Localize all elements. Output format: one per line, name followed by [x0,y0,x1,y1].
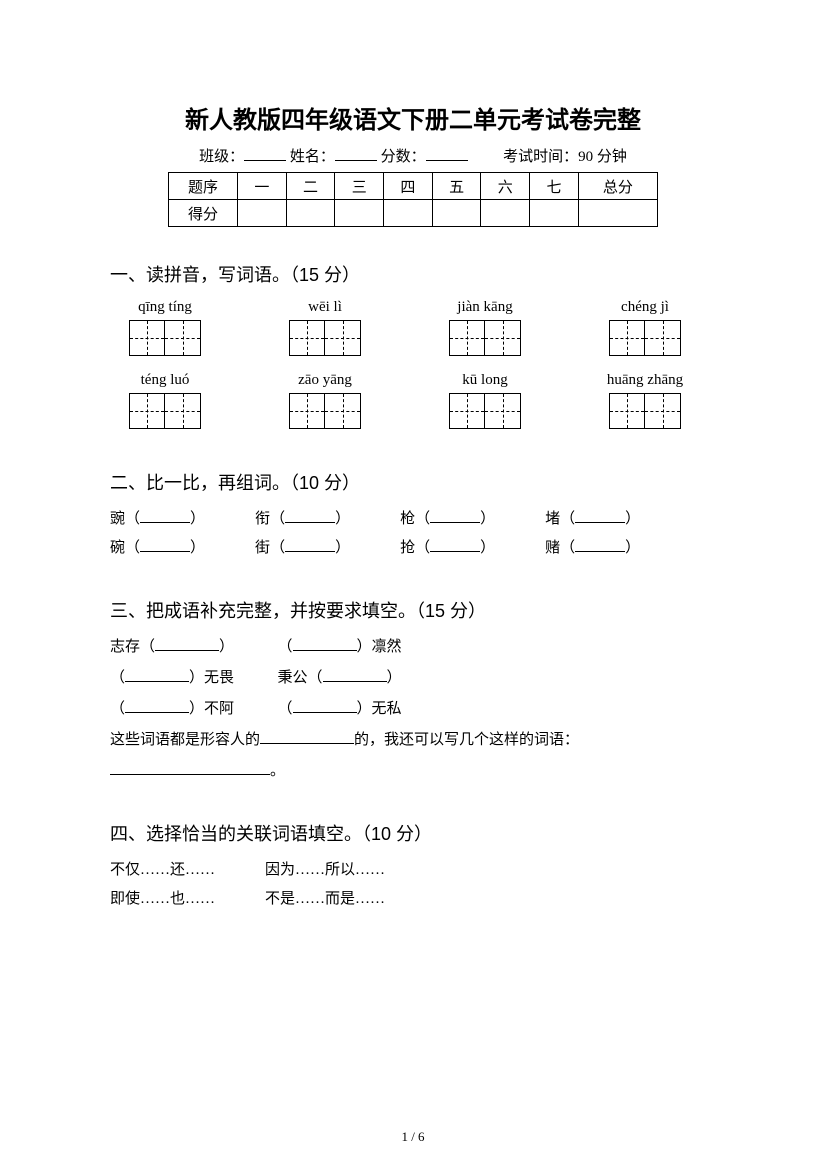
pinyin-item: zāo yāng [280,372,370,429]
page: 新人教版四年级语文下册二单元考试卷完整 班级： 姓名： 分数： 考试时间：90 … [0,0,826,1169]
score-col: 总分 [578,173,657,200]
compare-item: 碗（） [110,536,205,557]
pinyin-item: téng luó [120,372,210,429]
idiom-line: （）无畏 秉公（） [110,666,716,687]
score-col: 四 [384,173,433,200]
compare-item: 堵（） [545,507,640,528]
doc-title: 新人教版四年级语文下册二单元考试卷完整 [110,100,716,135]
score-col: 二 [286,173,335,200]
conj-item: 不是……而是…… [265,887,385,908]
pinyin-label: qīng tíng [138,299,192,316]
section4-heading: 四、选择恰当的关联词语填空。（10 分） [110,820,716,846]
conj-item: 不仅……还…… [110,858,215,879]
score-cell [238,200,287,227]
idiom-line: 这些词语都是形容人的的，我还可以写几个这样的词语： [110,728,716,749]
class-blank [244,146,286,161]
section1-heading: 一、读拼音，写词语。（15 分） [110,261,716,287]
score-cell [578,200,657,227]
compare-row: 碗（） 街（） 抢（） 赌（） [110,536,716,557]
pinyin-label: zāo yāng [298,372,352,389]
score-cell [335,200,384,227]
compare-item: 街（） [255,536,350,557]
section2-heading: 二、比一比，再组词。（10 分） [110,469,716,495]
score-col: 三 [335,173,384,200]
pinyin-label: chéng jì [621,299,669,316]
page-footer: 1 / 6 [0,1129,826,1145]
exam-time-label: 考试时间：90 分钟 [503,149,627,165]
score-col: 五 [432,173,481,200]
pinyin-block-2: téng luó zāo yāng kū long huāng zhāng [110,372,716,429]
score-cell [481,200,530,227]
pinyin-item: jiàn kāng [440,299,530,356]
pinyin-item: qīng tíng [120,299,210,356]
score-cell [384,200,433,227]
class-label: 班级： [199,149,244,165]
pinyin-item: wēi lì [280,299,370,356]
score-cell [286,200,335,227]
conj-row: 不仅……还…… 因为……所以…… [110,858,716,879]
score-col: 六 [481,173,530,200]
score-label: 分数： [381,149,426,165]
score-cell [530,200,579,227]
meta-row: 班级： 姓名： 分数： 考试时间：90 分钟 [110,145,716,166]
score-row1-label: 题序 [169,173,238,200]
pinyin-item: chéng jì [600,299,690,356]
score-blank [426,146,468,161]
name-label: 姓名： [290,149,335,165]
idiom-line: 。 [110,759,716,780]
compare-item: 赌（） [545,536,640,557]
pinyin-label: jiàn kāng [457,299,512,316]
score-cell [432,200,481,227]
compare-row: 豌（） 衔（） 枪（） 堵（） [110,507,716,528]
conj-item: 即使……也…… [110,887,215,908]
compare-item: 豌（） [110,507,205,528]
idiom-line: （）不阿 （）无私 [110,697,716,718]
conj-item: 因为……所以…… [265,858,385,879]
pinyin-block-1: qīng tíng wēi lì jiàn kāng chéng jì [110,299,716,356]
pinyin-label: téng luó [141,372,190,389]
compare-item: 衔（） [255,507,350,528]
score-col: 七 [530,173,579,200]
pinyin-label: kū long [462,372,507,389]
score-row2-label: 得分 [169,200,238,227]
name-blank [335,146,377,161]
compare-item: 抢（） [400,536,495,557]
conj-row: 即使……也…… 不是……而是…… [110,887,716,908]
score-col: 一 [238,173,287,200]
idiom-line: 志存（） （）凛然 [110,635,716,656]
pinyin-label: wēi lì [308,299,342,316]
pinyin-item: huāng zhāng [600,372,690,429]
compare-item: 枪（） [400,507,495,528]
score-table: 题序 一 二 三 四 五 六 七 总分 得分 [168,172,658,227]
section3-heading: 三、把成语补充完整，并按要求填空。（15 分） [110,597,716,623]
pinyin-label: huāng zhāng [607,372,683,389]
pinyin-item: kū long [440,372,530,429]
